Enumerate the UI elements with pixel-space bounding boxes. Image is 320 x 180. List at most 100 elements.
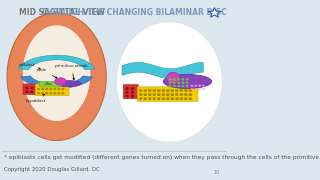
Circle shape [184, 93, 188, 96]
Circle shape [45, 88, 48, 90]
Circle shape [195, 88, 197, 90]
Circle shape [139, 97, 142, 100]
Polygon shape [208, 8, 221, 17]
Ellipse shape [53, 80, 81, 87]
Text: epiblast: epiblast [19, 63, 41, 69]
Circle shape [30, 90, 34, 93]
FancyBboxPatch shape [39, 81, 61, 87]
Circle shape [125, 87, 129, 90]
Circle shape [152, 97, 156, 100]
Circle shape [61, 92, 65, 94]
Ellipse shape [163, 74, 212, 89]
Circle shape [166, 93, 170, 96]
Circle shape [162, 97, 165, 100]
Circle shape [184, 97, 188, 100]
Circle shape [175, 93, 179, 96]
Circle shape [57, 88, 60, 90]
Circle shape [25, 90, 29, 93]
Circle shape [202, 88, 205, 90]
Circle shape [49, 92, 52, 94]
Circle shape [53, 92, 56, 94]
Circle shape [191, 85, 193, 87]
Circle shape [37, 92, 40, 94]
Circle shape [188, 97, 192, 100]
Circle shape [157, 89, 161, 92]
Circle shape [177, 85, 180, 87]
Circle shape [171, 97, 174, 100]
FancyBboxPatch shape [23, 84, 36, 94]
Circle shape [61, 88, 65, 90]
Circle shape [139, 93, 142, 96]
Polygon shape [19, 55, 95, 70]
Circle shape [148, 93, 152, 96]
Circle shape [148, 97, 152, 100]
Polygon shape [122, 62, 203, 78]
Circle shape [191, 88, 193, 90]
Circle shape [188, 89, 192, 92]
Ellipse shape [55, 78, 66, 85]
Circle shape [131, 87, 134, 90]
Circle shape [143, 93, 147, 96]
Circle shape [162, 89, 165, 92]
Text: MID SAGITTAL VIEW: MID SAGITTAL VIEW [20, 8, 108, 17]
Circle shape [168, 85, 172, 87]
Ellipse shape [116, 22, 222, 142]
Ellipse shape [7, 13, 106, 141]
Circle shape [202, 85, 205, 87]
Circle shape [180, 93, 183, 96]
Circle shape [175, 97, 179, 100]
Circle shape [166, 89, 170, 92]
Circle shape [41, 88, 44, 90]
FancyBboxPatch shape [36, 84, 69, 96]
Text: 10: 10 [214, 170, 220, 175]
Circle shape [195, 85, 197, 87]
Circle shape [162, 93, 165, 96]
Circle shape [186, 82, 189, 84]
Circle shape [45, 92, 48, 94]
Circle shape [171, 93, 174, 96]
Circle shape [186, 85, 189, 87]
Circle shape [173, 78, 176, 81]
Circle shape [125, 91, 129, 94]
Circle shape [186, 78, 189, 81]
FancyBboxPatch shape [137, 87, 198, 101]
Polygon shape [20, 76, 93, 88]
Ellipse shape [167, 72, 180, 84]
Circle shape [152, 89, 156, 92]
Circle shape [180, 97, 183, 100]
Circle shape [37, 88, 40, 90]
Circle shape [184, 89, 188, 92]
Text: primitive streak: primitive streak [55, 64, 88, 80]
Circle shape [25, 86, 29, 89]
Circle shape [177, 78, 180, 81]
Circle shape [177, 82, 180, 84]
Circle shape [188, 93, 192, 96]
Circle shape [30, 86, 34, 89]
Circle shape [49, 88, 52, 90]
Text: * epiblasts cells get modified (different genes turned on) when they pass throug: * epiblasts cells get modified (differen… [4, 155, 320, 160]
Text: Copyright 2020 Douglas Gillard, DC: Copyright 2020 Douglas Gillard, DC [4, 166, 100, 172]
Circle shape [181, 82, 185, 84]
FancyBboxPatch shape [124, 85, 138, 99]
Circle shape [181, 78, 185, 81]
Circle shape [125, 95, 129, 97]
Circle shape [173, 85, 176, 87]
Circle shape [166, 97, 170, 100]
Circle shape [157, 93, 161, 96]
Circle shape [168, 78, 172, 81]
Circle shape [171, 89, 174, 92]
Text: disc: disc [45, 82, 53, 86]
Circle shape [180, 89, 183, 92]
Circle shape [198, 85, 201, 87]
Circle shape [143, 89, 147, 92]
Circle shape [157, 97, 161, 100]
Circle shape [175, 89, 179, 92]
Circle shape [148, 89, 152, 92]
Circle shape [41, 92, 44, 94]
Circle shape [143, 97, 147, 100]
Circle shape [168, 82, 172, 84]
Circle shape [57, 92, 60, 94]
Circle shape [152, 93, 156, 96]
Circle shape [131, 95, 134, 97]
Circle shape [181, 85, 185, 87]
